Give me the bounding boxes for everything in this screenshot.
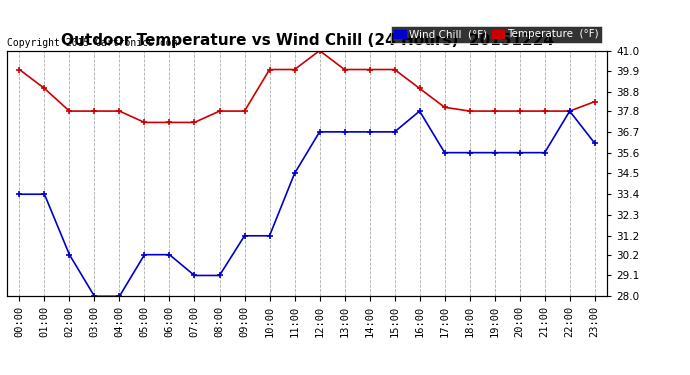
Title: Outdoor Temperature vs Wind Chill (24 Hours)  20151224: Outdoor Temperature vs Wind Chill (24 Ho…	[61, 33, 553, 48]
Text: Copyright 2015 Cartronics.com: Copyright 2015 Cartronics.com	[7, 38, 177, 48]
Legend: Wind Chill  (°F), Temperature  (°F): Wind Chill (°F), Temperature (°F)	[391, 26, 602, 43]
